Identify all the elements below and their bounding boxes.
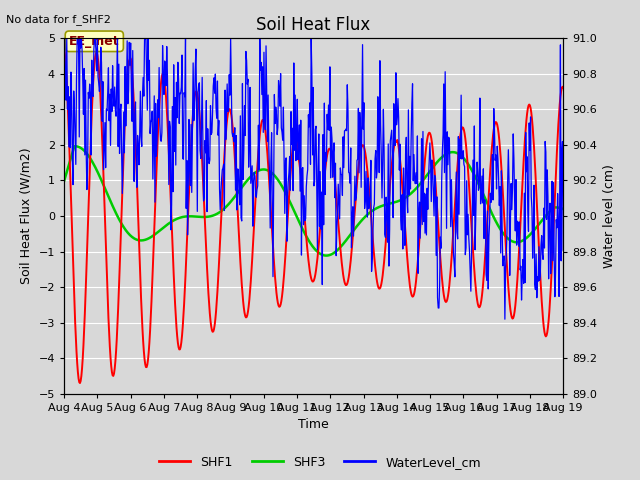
Y-axis label: Soil Heat Flux (W/m2): Soil Heat Flux (W/m2) <box>20 148 33 284</box>
Title: Soil Heat Flux: Soil Heat Flux <box>257 16 371 34</box>
Legend: SHF1, SHF3, WaterLevel_cm: SHF1, SHF3, WaterLevel_cm <box>154 451 486 474</box>
Y-axis label: Water level (cm): Water level (cm) <box>603 164 616 268</box>
Text: EE_met: EE_met <box>69 35 120 48</box>
X-axis label: Time: Time <box>298 418 329 431</box>
Text: No data for f_SHF2: No data for f_SHF2 <box>6 14 111 25</box>
